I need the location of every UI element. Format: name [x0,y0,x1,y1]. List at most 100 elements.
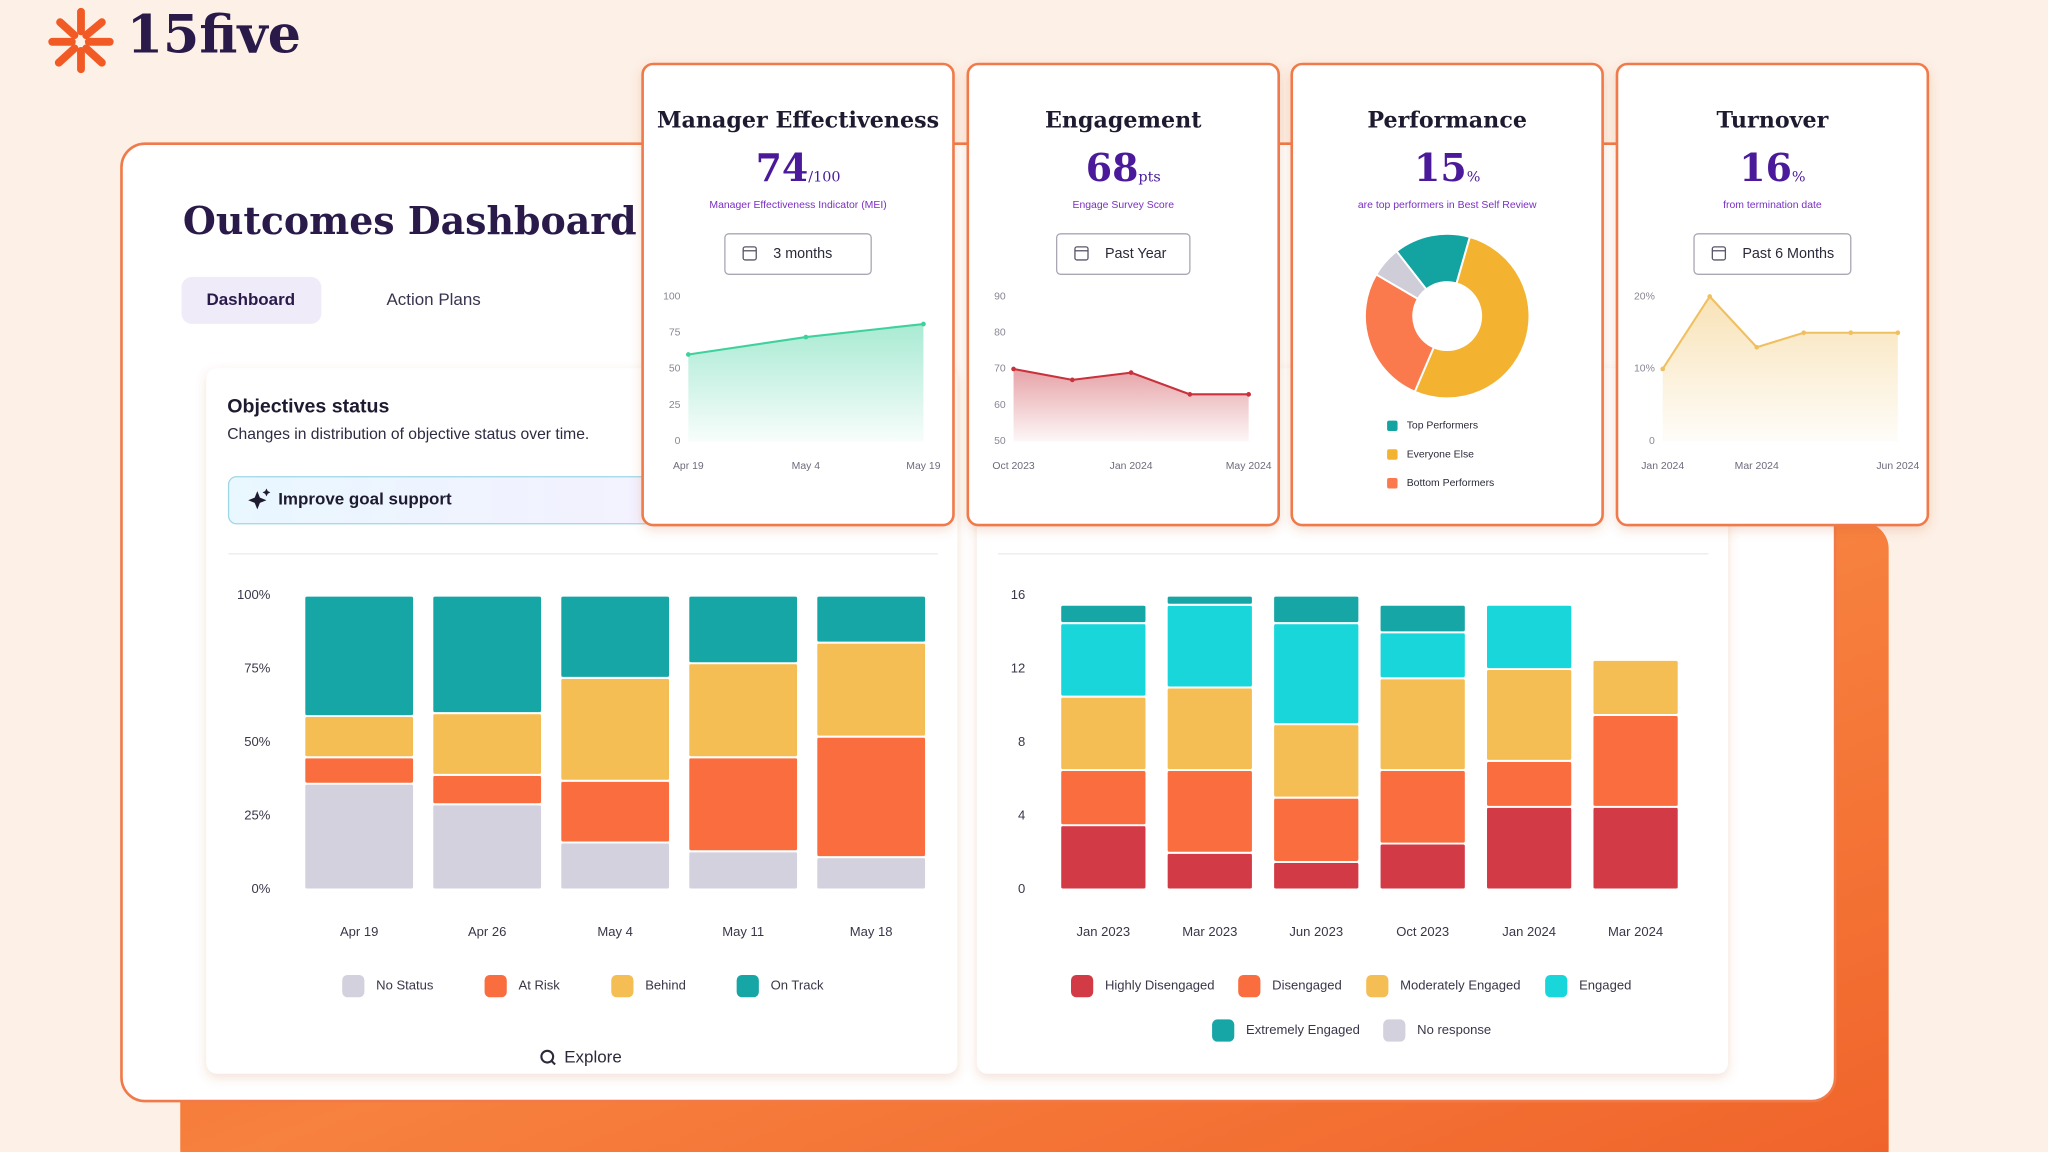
metric-caption: are top performers in Best Self Review [1358,200,1537,211]
period-label: Past 6 Months [1742,246,1834,262]
x-tick-label: Jun 2024 [1876,461,1919,472]
metric-card [1290,62,1604,527]
x-tick-label: May 19 [906,461,940,472]
dashboard-title: Outcomes Dashboard [183,198,637,243]
bar-segment [1485,805,1574,891]
legend-label: On Track [771,978,824,993]
bar-segment [1485,603,1574,671]
calendar-icon [1711,246,1727,261]
period-label: 3 months [773,246,832,262]
bar-segment [303,715,416,759]
logo-icon [48,7,114,74]
bar-segment [1485,668,1574,762]
metric-unit: % [1467,170,1481,186]
x-tick-label: Jan 2023 [1077,924,1131,939]
point [1187,392,1193,397]
metric-unit: pts [1138,170,1160,186]
metric: 16% [1739,145,1805,190]
x-tick-label: Apr 19 [673,461,704,472]
legend-label: Bottom Performers [1407,478,1495,489]
point [1848,330,1854,336]
y-tick-label: 0 [1018,881,1025,896]
point [921,321,926,327]
bar-segment [815,594,928,644]
y-tick-label: 75% [244,661,271,676]
x-tick-label: Mar 2024 [1608,924,1663,939]
legend-swatch [1366,975,1389,998]
x-tick-label: Apr 26 [468,924,506,939]
improve-button-label[interactable]: Improve goal support [278,490,452,509]
legend-label: Disengaged [1272,978,1342,993]
tab[interactable]: Dashboard [206,290,295,309]
bar-segment [559,841,672,891]
y-tick-label: 4 [1018,807,1025,822]
bar-segment [1272,860,1361,891]
point [685,352,691,357]
y-tick-label: 0 [675,436,681,447]
metric-value: 68 [1086,145,1139,190]
bar-segment [431,803,544,891]
card-title: Manager Effectiveness [657,107,939,133]
metric: 74/100 [756,145,841,190]
bar-segment [1485,759,1574,808]
bar-segment [1378,842,1467,891]
tab-active[interactable] [181,276,322,324]
bar-segment [1272,723,1361,799]
legend-swatch [1387,449,1398,460]
metric-caption: Manager Effectiveness Indicator (MEI) [709,200,886,211]
legend-swatch [1238,975,1261,998]
bar-segment [1165,603,1254,689]
x-tick-label: May 2024 [1226,461,1272,472]
bar-segment [1059,603,1148,625]
area [688,324,924,442]
metric: 68pts [1086,145,1161,190]
y-tick-label: 0% [252,881,271,896]
bar-segment [1591,805,1680,891]
period-button [1056,233,1191,275]
legend-label: Top Performers [1407,421,1478,432]
bar-segment [303,782,416,891]
bar-segment [1165,686,1254,772]
metric-value: 74 [756,145,809,190]
search-icon[interactable] [540,1049,555,1064]
period-button [1693,233,1852,275]
tab[interactable]: Action Plans [386,290,480,309]
search-icon[interactable] [550,1059,556,1066]
x-tick-label: May 18 [850,924,893,939]
period-button [724,233,872,275]
bar-segment [1272,796,1361,863]
metric-unit: /100 [808,170,840,186]
bar-segment [1059,695,1148,772]
y-tick-label: 75 [669,328,681,339]
sparkle-icon [248,488,271,510]
x-tick-label: May 11 [722,924,764,939]
bar-segment [1059,622,1148,698]
legend-swatch [1071,975,1094,998]
point [1660,366,1666,372]
point [1128,370,1134,375]
bar-segment [1165,594,1254,606]
legend-swatch [1212,1019,1235,1042]
y-tick-label: 100 [663,291,681,302]
x-tick-label: Oct 2023 [1396,924,1449,939]
bar-segment [1165,769,1254,854]
bar-segment [687,662,800,759]
legend-label: Behind [645,978,686,993]
period-label: Past Year [1105,246,1167,262]
y-tick-label: 60 [994,400,1006,411]
bar-segment [815,641,928,738]
bar-segment [559,594,672,679]
bar-segment [1272,594,1361,625]
y-tick-label: 12 [1011,661,1026,676]
bar-segment [1591,658,1680,716]
bar-segment [687,594,800,665]
legend-swatch [1383,1019,1406,1042]
explore-link[interactable]: Explore [564,1047,622,1066]
y-tick-label: 80 [994,328,1006,339]
bar-segment [431,712,544,776]
y-tick-label: 0 [1649,436,1655,447]
y-tick-label: 50 [669,364,681,375]
bar-segment [559,676,672,782]
legend-swatch [1545,975,1568,998]
y-tick-label: 50 [994,436,1006,447]
